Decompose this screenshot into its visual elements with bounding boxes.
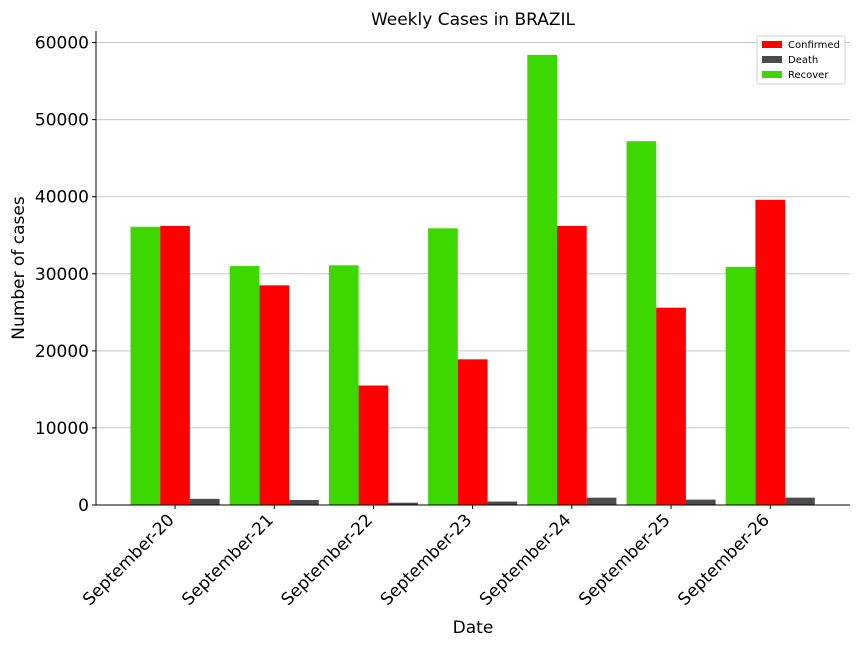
y-tick-label: 0 — [78, 496, 89, 516]
x-ticks: September-20 September-21 September-22 Sept… — [79, 505, 774, 610]
bar-death — [487, 501, 518, 505]
legend-label-confirmed: Confirmed — [788, 40, 840, 51]
legend-swatch-death — [762, 56, 782, 63]
bar-confirmed — [457, 359, 488, 505]
bar-death — [586, 497, 617, 505]
bar-confirmed — [656, 307, 686, 505]
bar-death — [388, 502, 418, 505]
legend-label-recover: Recover — [788, 70, 829, 81]
x-tick-label: September-24 — [476, 510, 575, 609]
bar-confirmed — [160, 225, 190, 505]
bar-recover — [229, 266, 260, 505]
x-tick-label: September-22 — [278, 510, 377, 609]
y-tick-label: 40000 — [35, 188, 89, 208]
legend-swatch-recover — [762, 71, 782, 78]
x-tick-label: September-23 — [377, 510, 476, 609]
bar-confirmed — [755, 199, 786, 506]
bar-recover — [725, 266, 756, 505]
bars — [130, 54, 815, 506]
chart-title: Weekly Cases in BRAZIL — [371, 10, 576, 30]
legend-swatch-confirmed — [762, 41, 782, 48]
grid-lines — [96, 42, 850, 429]
bar-death — [785, 497, 815, 505]
bar-death — [289, 499, 319, 505]
bar-recover — [527, 54, 557, 506]
bar-recover — [626, 141, 657, 505]
bar-confirmed — [259, 285, 290, 505]
legend-label-death: Death — [788, 55, 818, 66]
x-tick-label: September-25 — [575, 510, 674, 609]
bar-death — [189, 498, 220, 505]
bar-confirmed — [557, 225, 587, 505]
y-tick-label: 50000 — [35, 111, 89, 131]
y-tick-label: 10000 — [35, 419, 89, 439]
y-tick-label: 20000 — [35, 342, 89, 362]
bar-confirmed — [358, 385, 389, 505]
x-tick-label: September-20 — [79, 510, 178, 609]
y-tick-label: 60000 — [35, 34, 89, 54]
y-axis-label: Number of cases — [9, 196, 29, 340]
x-tick-label: September-21 — [178, 510, 277, 609]
bar-recover — [328, 265, 359, 505]
bar-death — [685, 499, 716, 505]
bar-recover — [428, 228, 458, 505]
x-tick-label: September-26 — [674, 510, 773, 609]
bar-recover — [130, 226, 161, 505]
y-ticks: 0 10000 20000 30000 40000 50000 60000 — [35, 34, 96, 516]
y-tick-label: 30000 — [35, 265, 89, 285]
x-axis-label: Date — [453, 618, 494, 638]
legend: Confirmed Death Recover — [756, 35, 846, 85]
